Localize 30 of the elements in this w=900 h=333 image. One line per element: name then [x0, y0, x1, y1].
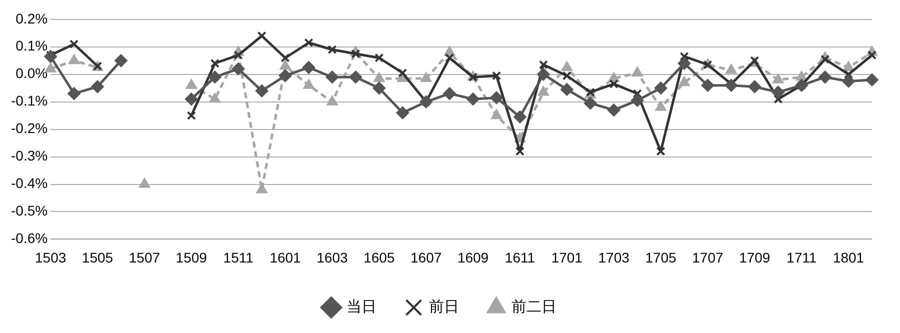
y-tick-label: 0.1% [16, 38, 48, 54]
legend-label: 当日 [346, 297, 376, 316]
x-tick-label: 1607 [410, 249, 442, 266]
x-tick-label: 1711 [786, 249, 817, 266]
x-tick-label: 1611 [504, 249, 536, 266]
x-tick-label: 1505 [82, 249, 114, 266]
x-tick-label: 1511 [223, 249, 254, 266]
y-tick-label: -0.2% [10, 120, 48, 136]
x-tick-label: 1603 [316, 249, 348, 266]
x-tick-label: 1703 [598, 249, 630, 266]
x-tick-label: 1503 [34, 249, 66, 266]
y-tick-label: 0.2% [16, 10, 48, 26]
x-tick-label: 1601 [270, 249, 302, 266]
x-tick-label: 1507 [128, 249, 160, 266]
y-tick-label: -0.4% [10, 175, 48, 192]
x-tick-label: 1707 [692, 249, 724, 266]
y-tick-label: -0.6% [10, 230, 48, 246]
y-tick-label: 0.0% [16, 65, 48, 82]
x-tick-label: 1709 [739, 249, 770, 266]
y-tick-label: -0.3% [10, 148, 48, 164]
x-tick-label: 1509 [176, 249, 208, 266]
x-tick-label: 1605 [364, 249, 395, 266]
y-tick-label: -0.1% [10, 92, 48, 109]
x-tick-label: 1701 [551, 249, 583, 266]
legend-label: 前日 [428, 297, 459, 316]
x-tick-label: 1609 [457, 249, 489, 266]
x-tick-label: 1705 [645, 249, 677, 266]
legend-label: 前二日 [511, 297, 556, 316]
y-tick-label: -0.5% [10, 202, 48, 219]
x-tick-label: 1801 [832, 249, 864, 266]
